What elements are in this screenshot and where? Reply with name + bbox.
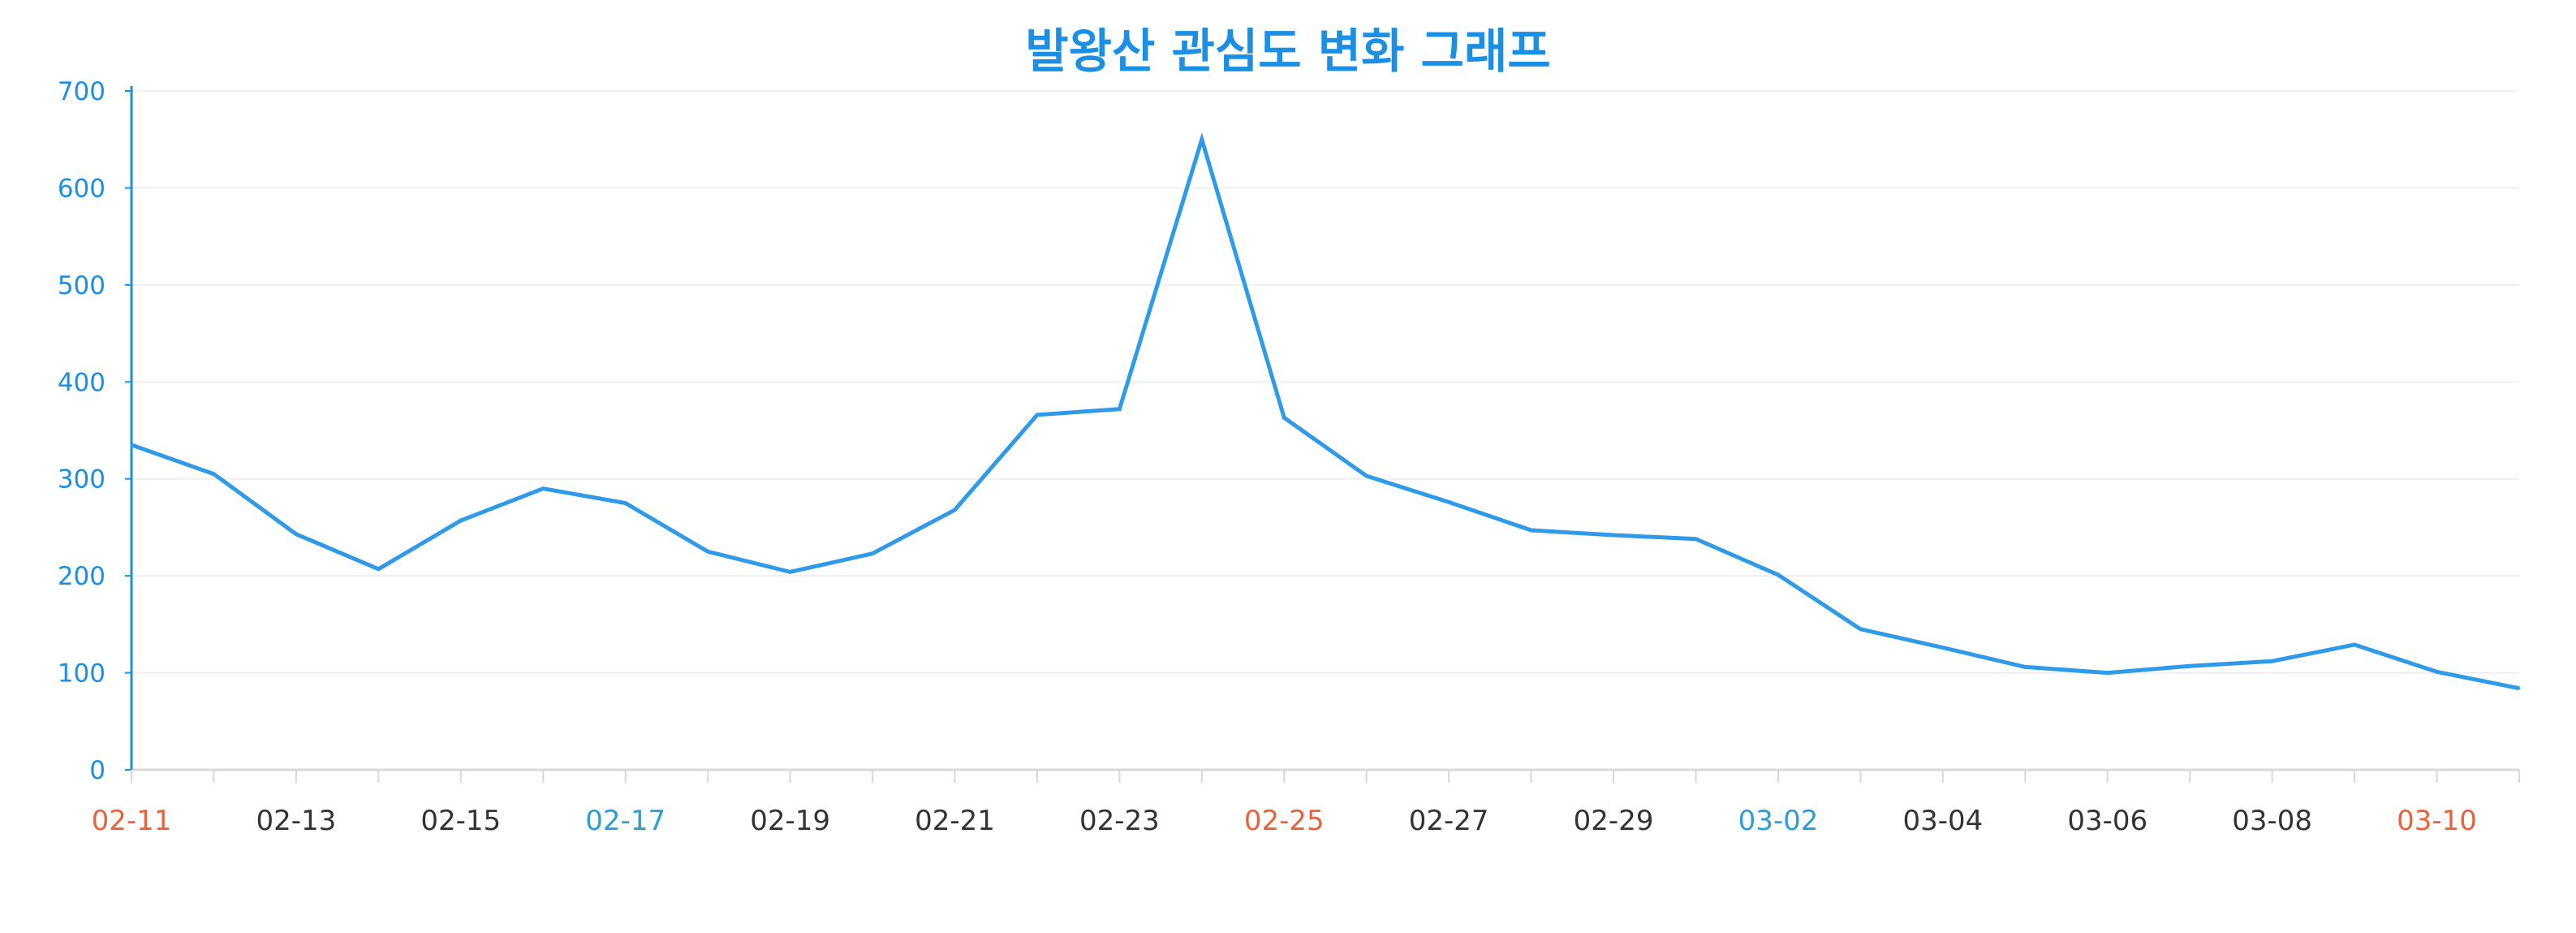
x-tick-label: 02-23 [1079, 805, 1160, 837]
data-point-02-16 [541, 487, 545, 490]
data-point-02-29 [1612, 533, 1615, 537]
data-point-02-18 [706, 550, 709, 553]
x-tick-label: 02-17 [585, 805, 666, 837]
data-point-02-21 [953, 508, 956, 512]
data-point-02-12 [212, 473, 215, 476]
data-point-03-04 [1941, 646, 1945, 650]
data-point-03-08 [2271, 659, 2274, 663]
y-tick-label: 200 [58, 562, 106, 591]
x-tick-label: 02-19 [750, 805, 830, 837]
data-point-03-06 [2106, 672, 2109, 675]
y-tick-label: 0 [89, 756, 106, 785]
data-point-03-03 [1859, 628, 1862, 631]
x-tick-label: 02-25 [1244, 805, 1325, 837]
data-point-02-13 [295, 533, 298, 536]
y-tick-label: 700 [58, 77, 106, 106]
x-tick-label: 03-06 [2067, 805, 2147, 837]
data-point-03-11 [2518, 687, 2521, 690]
data-point-02-15 [459, 519, 463, 522]
data-point-02-28 [1530, 529, 1533, 532]
x-tick-label: 03-10 [2397, 805, 2477, 837]
x-tick-label: 02-21 [915, 805, 995, 837]
x-tick-label: 03-02 [1738, 805, 1819, 837]
y-tick-label: 100 [58, 659, 106, 689]
y-axis-tick-labels: 0 100 200 300 400 500 600 700 [58, 77, 131, 785]
y-tick-label: 300 [58, 465, 106, 495]
y-tick-label: 500 [58, 271, 106, 300]
x-tick-label: 02-29 [1574, 805, 1654, 837]
chart-title: 발왕산 관심도 변화 그래프 [1025, 24, 1551, 79]
series-layer [130, 132, 2521, 691]
data-point-02-19 [789, 570, 792, 573]
data-point-02-17 [624, 502, 627, 505]
grid-lines [131, 90, 2519, 674]
data-point-02-20 [871, 552, 874, 555]
axes [130, 86, 2519, 771]
data-point-03-02 [1777, 573, 1780, 577]
data-point-03-09 [2353, 643, 2356, 646]
x-tick-label: 02-13 [256, 805, 336, 837]
x-axis-ticks: 02-11 02-13 02-15 02-17 02-19 02-21 02-23 02-25… [92, 770, 2520, 837]
data-point-03-07 [2188, 664, 2191, 667]
series-line-0 [131, 132, 2520, 691]
data-point-03-10 [2436, 670, 2439, 673]
data-point-02-27 [1447, 500, 1450, 503]
data-point-02-22 [1036, 413, 1039, 417]
x-tick-label: 02-27 [1409, 805, 1489, 837]
x-tick-label: 03-04 [1902, 805, 1983, 837]
data-point-02-11 [130, 443, 133, 447]
x-tick-label: 03-08 [2232, 805, 2312, 837]
data-point-03-05 [2023, 665, 2027, 668]
data-point-02-26 [1365, 474, 1368, 477]
y-tick-label: 600 [58, 174, 106, 203]
data-point-02-24 [1200, 138, 1204, 141]
data-point-02-23 [1118, 408, 1121, 411]
x-tick-label: 02-15 [420, 805, 501, 837]
data-point-03-01 [1695, 538, 1698, 541]
y-tick-label: 400 [58, 368, 106, 397]
data-point-02-25 [1282, 416, 1286, 419]
data-point-02-14 [377, 568, 380, 571]
x-tick-label: 02-11 [92, 805, 172, 837]
